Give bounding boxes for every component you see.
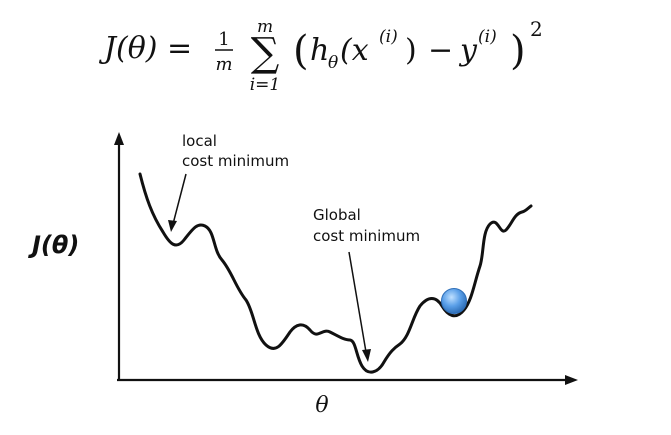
formula-y-superscript: (i)	[478, 27, 497, 47]
local-label-line2: cost minimum	[182, 152, 289, 170]
formula-fraction-numerator: 1	[218, 29, 229, 50]
x-axis-label: θ	[315, 393, 328, 418]
formula-h-subscript: θ	[328, 53, 338, 73]
axes	[114, 132, 578, 385]
formula-x-open: (x	[340, 33, 369, 68]
local-label-line1: local	[182, 132, 217, 150]
formula-power: 2	[530, 17, 543, 41]
x-axis-arrowhead	[565, 375, 578, 385]
cost-function-formula: J(θ) = 1 m m ∑ i=1 ( h θ (x (i) ) − y (i…	[98, 17, 543, 95]
global-label-line1: Global	[313, 206, 361, 224]
formula-y-base: y	[458, 33, 478, 68]
formula-fraction-denominator: m	[215, 54, 232, 75]
formula-x-close: )	[405, 33, 417, 68]
local-arrowhead	[168, 220, 177, 232]
formula-sum-lower: i=1	[250, 75, 281, 95]
formula-open-paren: (	[293, 28, 309, 74]
cost-curve	[138, 172, 533, 374]
local-minimum-annotation: local cost minimum	[168, 132, 289, 232]
global-label-line2: cost minimum	[313, 227, 420, 245]
global-arrow-shaft	[348, 251, 367, 353]
formula-x-superscript: (i)	[379, 27, 398, 47]
formula-sum-upper: m	[257, 17, 273, 37]
formula-minus: −	[428, 33, 453, 68]
formula-sum-symbol: ∑	[251, 30, 280, 76]
y-axis-arrowhead	[114, 132, 124, 145]
global-arrowhead	[362, 349, 371, 362]
global-minimum-annotation: Global cost minimum	[313, 206, 420, 362]
formula-lhs: J(θ) =	[98, 31, 192, 66]
ball-marker	[441, 288, 467, 314]
local-arrow-shaft	[172, 173, 187, 225]
ball-circle	[441, 288, 467, 314]
y-axis-label: J(θ)	[28, 231, 79, 259]
formula-close-paren: )	[510, 28, 526, 74]
formula-h-base: h	[310, 33, 329, 68]
